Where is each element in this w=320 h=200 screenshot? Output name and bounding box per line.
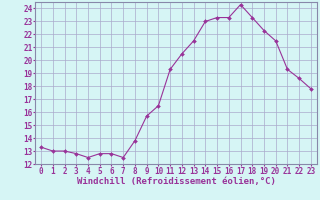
X-axis label: Windchill (Refroidissement éolien,°C): Windchill (Refroidissement éolien,°C)	[76, 177, 276, 186]
